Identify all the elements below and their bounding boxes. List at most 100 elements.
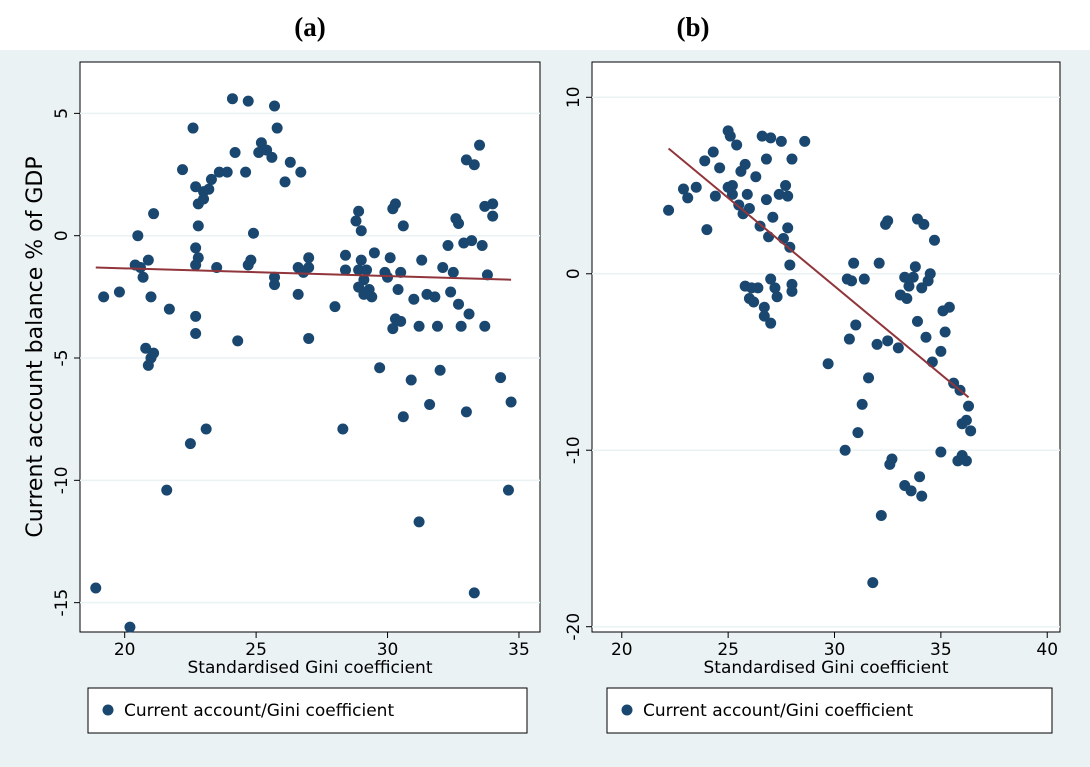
- x-tick-label: 25: [245, 640, 267, 660]
- x-tick-label: 40: [1036, 640, 1058, 660]
- scatter-point: [899, 271, 911, 283]
- scatter-point: [839, 444, 851, 456]
- scatter-point: [765, 317, 777, 329]
- scatter-point: [750, 171, 762, 183]
- scatter-point: [960, 414, 972, 426]
- scatter-point: [850, 319, 862, 331]
- scatter-point: [303, 252, 315, 264]
- x-tick-label: 30: [377, 640, 399, 660]
- scatter-point: [875, 510, 887, 522]
- scatter-point: [726, 188, 738, 200]
- scatter-point: [226, 93, 238, 105]
- scatter-point: [786, 153, 798, 165]
- scatter-point: [329, 301, 341, 313]
- scatter-point: [339, 264, 351, 276]
- scatter-point: [192, 220, 204, 232]
- y-tick-label: -5: [52, 350, 72, 367]
- scatter-point: [468, 587, 480, 599]
- scatter-point: [358, 274, 370, 286]
- scatter-point: [769, 282, 781, 294]
- scatter-point: [775, 135, 787, 147]
- legend-marker: [621, 704, 633, 716]
- scatter-point: [368, 247, 380, 259]
- scatter-point: [148, 208, 160, 220]
- scatter-point: [760, 153, 772, 165]
- scatter-point: [161, 484, 173, 496]
- scatter-point: [822, 358, 834, 370]
- scatter-point: [758, 310, 770, 322]
- scatter-point: [339, 249, 351, 261]
- scatter-point: [743, 202, 755, 214]
- scatter-point: [782, 222, 794, 234]
- scatter-point: [771, 291, 783, 303]
- scatter-point: [701, 224, 713, 236]
- scatter-point: [752, 282, 764, 294]
- scatter-point: [429, 291, 441, 303]
- scatter-point: [292, 288, 304, 300]
- scatter-point: [765, 273, 777, 285]
- scatter-point: [240, 166, 252, 178]
- scatter-point: [279, 176, 291, 188]
- x-tick-label: 30: [824, 640, 846, 660]
- scatter-point: [724, 130, 736, 142]
- scatter-point: [355, 225, 367, 237]
- scatter-point: [437, 261, 449, 273]
- legend-marker: [102, 704, 114, 716]
- scatter-point: [699, 155, 711, 167]
- scatter-point: [963, 400, 975, 412]
- scatter-point: [495, 372, 507, 384]
- scatter-point: [389, 198, 401, 210]
- scatter-point: [232, 335, 244, 347]
- legend-box: [87, 687, 528, 734]
- scatter-point: [780, 180, 792, 192]
- scatter-point: [190, 310, 202, 322]
- scatter-point: [714, 162, 726, 174]
- scatter-point: [295, 166, 307, 178]
- scatter-point: [113, 286, 125, 298]
- scatter-point: [140, 342, 152, 354]
- scatter-point: [502, 484, 514, 496]
- scatter-point: [909, 261, 921, 273]
- x-tick-label: 25: [717, 640, 739, 660]
- scatter-point: [198, 193, 210, 205]
- scatter-point: [445, 286, 457, 298]
- scatter-point: [137, 271, 149, 283]
- scatter-point: [965, 425, 977, 437]
- scatter-point: [914, 471, 926, 483]
- y-tick-label: -20: [564, 613, 584, 641]
- scatter-point: [177, 164, 189, 176]
- scatter-point: [741, 188, 753, 200]
- scatter-point: [690, 181, 702, 193]
- scatter-point: [242, 95, 254, 107]
- scatter-point: [395, 315, 407, 327]
- scatter-point: [466, 235, 478, 247]
- scatter-point: [187, 122, 199, 134]
- scatter-point: [901, 292, 913, 304]
- scatter-point: [739, 158, 751, 170]
- scatter-point: [463, 308, 475, 320]
- scatter-point: [707, 146, 719, 158]
- scatter-point: [303, 332, 315, 344]
- scatter-point: [468, 159, 480, 171]
- y-tick-label: -10: [52, 466, 72, 494]
- scatter-point: [424, 398, 436, 410]
- scatter-point: [871, 338, 883, 350]
- scatter-point: [852, 427, 864, 439]
- scatter-point: [134, 261, 146, 273]
- scatter-point: [266, 151, 278, 163]
- scatter-point: [350, 215, 362, 227]
- scatter-point: [303, 261, 315, 273]
- scatter-point: [960, 455, 972, 467]
- scatter-point: [453, 298, 465, 310]
- scatter-point: [395, 266, 407, 278]
- scatter-point: [163, 303, 175, 315]
- scatter-point: [213, 166, 225, 178]
- scatter-point: [843, 333, 855, 345]
- scatter-point: [799, 135, 811, 147]
- scatter-point: [916, 282, 928, 294]
- scatter-point: [387, 323, 399, 335]
- scatter-point: [284, 156, 296, 168]
- scatter-point: [773, 188, 785, 200]
- scatter-point: [190, 328, 202, 340]
- x-tick-label: 35: [930, 640, 952, 660]
